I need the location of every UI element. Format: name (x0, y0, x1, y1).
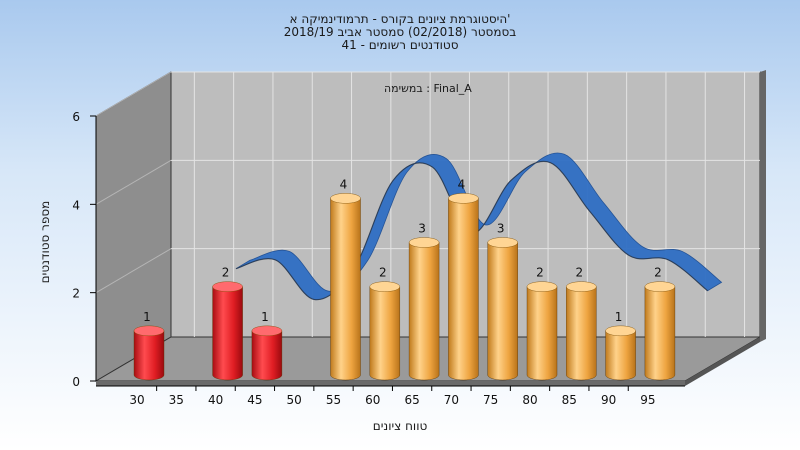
x-tick-label: 70 (444, 393, 459, 407)
x-tick-label: 50 (287, 393, 302, 407)
bar-top (408, 237, 440, 248)
bar-top (566, 281, 597, 292)
bar-top (251, 325, 283, 337)
x-tick-label: 60 (365, 393, 380, 407)
bar-body (605, 330, 636, 381)
bar-cylinder: 2 (566, 266, 597, 381)
bar-body (644, 286, 676, 381)
x-tick-label: 75 (483, 393, 498, 407)
x-tick-label: 35 (169, 393, 184, 407)
bar-top (526, 281, 558, 292)
grid-line-side (95, 71, 172, 117)
bar-top (448, 193, 479, 204)
bar-top (644, 281, 676, 292)
bar-cylinder: 1 (251, 310, 283, 381)
bar-cylinder: 3 (408, 222, 440, 381)
y-tick-label: 2 (72, 287, 80, 301)
chart-title: היסטוגרמת ציונים בקורס - תרמודינמיקה א' (289, 12, 511, 26)
bar-value-label: 4 (340, 177, 348, 191)
bar-cylinder: 2 (369, 266, 400, 381)
back-wall-edge (760, 70, 766, 342)
bar-value-label: 4 (458, 177, 466, 191)
x-tick-label: 85 (562, 393, 577, 407)
y-tick-label: 0 (72, 375, 80, 389)
bar-top (605, 325, 636, 337)
bar-value-label: 2 (379, 266, 387, 280)
y-tick-label: 6 (72, 110, 80, 124)
x-axis: 30 35 40 45 50 55 60 65 70 75 80 85 90 95 (96, 385, 685, 407)
grid-line-side (95, 248, 172, 294)
bar-cylinder: 1 (133, 310, 165, 381)
bar-body (330, 198, 361, 381)
bar-body (369, 286, 400, 381)
bar-top (212, 281, 243, 292)
bar-cylinder: 2 (212, 266, 243, 381)
grid-line-side (95, 159, 172, 205)
x-tick-label: 80 (522, 393, 537, 407)
bar-series: 1 2 1 4 2 3 4 3 2 2 1 2 (133, 177, 676, 381)
bar-top (330, 193, 361, 204)
bar-value-label: 2 (654, 266, 662, 280)
bar-body (487, 242, 518, 381)
x-tick-label: 95 (640, 393, 655, 407)
bar-body (408, 242, 440, 381)
x-tick-label: 30 (129, 393, 144, 407)
bar-body (212, 286, 243, 381)
x-axis-label: טווח ציונים (372, 419, 428, 433)
floor-edge (96, 381, 685, 386)
task-annotation: במשימה : Final_A (384, 82, 472, 95)
bar-cylinder: 2 (644, 266, 676, 381)
bar-value-label: 1 (615, 310, 623, 324)
bar-value-label: 2 (222, 266, 230, 280)
chart-subtitle-students: 41 - סטודנטים רשומים (341, 38, 459, 52)
chart-subtitle-semester: בסמסטר (02/2018) סמסטר אביב 2018/19 (283, 25, 517, 39)
bar-body (133, 330, 165, 381)
bar-cylinder: 4 (448, 177, 479, 381)
x-tick-label: 40 (208, 393, 223, 407)
bar-value-label: 3 (497, 222, 505, 236)
bar-cylinder: 2 (526, 266, 558, 381)
x-tick-label: 45 (247, 393, 262, 407)
x-tick-label: 90 (601, 393, 616, 407)
bar-cylinder: 4 (330, 177, 361, 381)
bar-body (448, 198, 479, 381)
y-tick-label: 4 (72, 198, 80, 212)
bar-cylinder: 1 (605, 310, 636, 381)
bar-top (487, 237, 518, 248)
bar-cylinder: 3 (487, 222, 518, 381)
x-tick-label: 55 (326, 393, 341, 407)
floor-side-edge (685, 337, 760, 386)
bar-value-label: 2 (575, 266, 583, 280)
y-axis-label: מספר סטודנטים (38, 200, 52, 284)
bar-value-label: 1 (143, 310, 151, 324)
y-axis: 0 2 4 6 (72, 110, 97, 389)
bar-body (566, 286, 597, 381)
bar-value-label: 2 (536, 266, 544, 280)
bar-value-label: 1 (261, 310, 269, 324)
bar-body (526, 286, 558, 381)
x-tick-label: 65 (404, 393, 419, 407)
bar-top (369, 281, 400, 292)
bar-top (133, 325, 165, 337)
bar-value-label: 3 (418, 222, 426, 236)
bar-body (251, 330, 283, 381)
